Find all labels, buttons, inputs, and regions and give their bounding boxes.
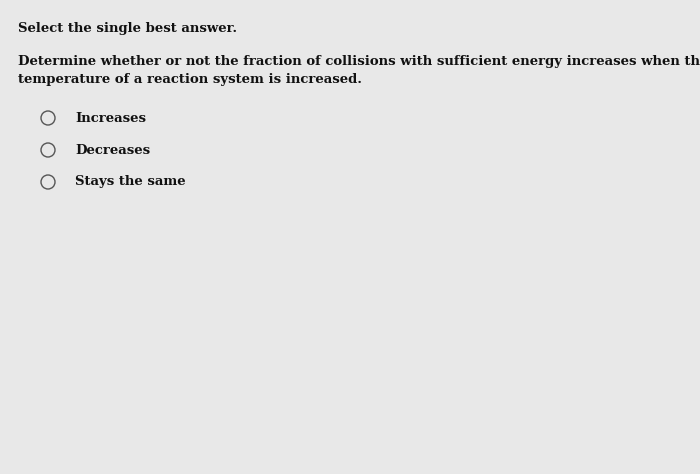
Text: Select the single best answer.: Select the single best answer. xyxy=(18,22,237,35)
Text: Stays the same: Stays the same xyxy=(75,175,186,189)
Text: temperature of a reaction system is increased.: temperature of a reaction system is incr… xyxy=(18,73,362,86)
Text: Increases: Increases xyxy=(75,111,146,125)
Text: Decreases: Decreases xyxy=(75,144,150,156)
Text: Determine whether or not the fraction of collisions with sufficient energy incre: Determine whether or not the fraction of… xyxy=(18,55,700,68)
